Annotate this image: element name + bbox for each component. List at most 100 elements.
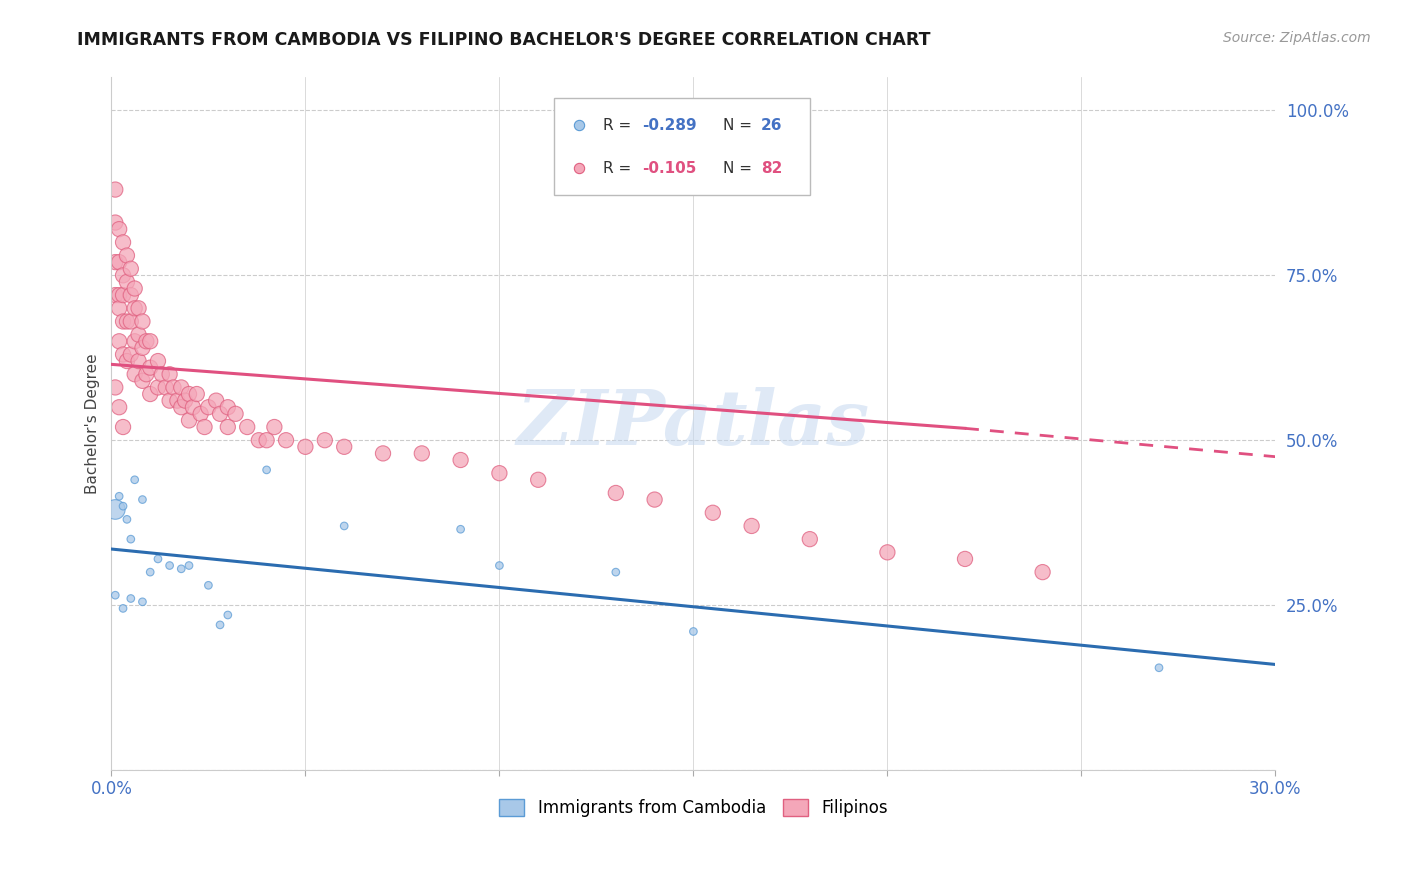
Point [197, 578, 219, 592]
Point [197, 401, 219, 415]
Point [120, 314, 142, 328]
Point [115, 354, 138, 368]
Point [953, 552, 976, 566]
Point [108, 489, 131, 503]
Point [155, 380, 177, 394]
Point [333, 519, 356, 533]
Point [112, 235, 135, 250]
Point [162, 380, 184, 394]
Point [181, 401, 204, 415]
Point [135, 368, 157, 382]
Point [139, 387, 162, 401]
Point [104, 255, 127, 269]
Point [131, 595, 153, 609]
Point [112, 314, 135, 328]
Point [128, 354, 150, 368]
Text: R =: R = [603, 118, 636, 133]
Point [209, 618, 232, 632]
Point [799, 532, 821, 546]
Point [247, 434, 270, 448]
Point [488, 558, 510, 573]
Point [108, 401, 131, 415]
Text: N =: N = [723, 118, 756, 133]
Point [294, 440, 316, 454]
Point [186, 387, 208, 401]
Point [146, 552, 169, 566]
Point [139, 360, 162, 375]
Point [159, 558, 181, 573]
Point [209, 407, 232, 421]
Point [159, 393, 181, 408]
Point [104, 183, 127, 197]
Point [124, 301, 146, 316]
Point [131, 374, 153, 388]
Point [314, 434, 336, 448]
Point [104, 380, 127, 394]
Point [193, 420, 215, 434]
Point [115, 248, 138, 262]
Point [217, 607, 239, 622]
Point [190, 407, 212, 421]
Point [177, 558, 200, 573]
Point [702, 506, 724, 520]
Point [112, 288, 135, 302]
Point [104, 288, 127, 302]
Text: N =: N = [723, 161, 756, 176]
Point [108, 301, 131, 316]
Point [139, 334, 162, 349]
Point [108, 334, 131, 349]
Point [371, 446, 394, 460]
Point [128, 327, 150, 342]
Point [131, 492, 153, 507]
Point [170, 562, 193, 576]
Point [112, 268, 135, 283]
Point [139, 565, 162, 579]
Point [124, 281, 146, 295]
Point [112, 420, 135, 434]
Point [217, 401, 239, 415]
Point [146, 380, 169, 394]
Point [128, 301, 150, 316]
Point [256, 463, 278, 477]
Point [527, 473, 550, 487]
Point [411, 446, 433, 460]
Point [131, 314, 153, 328]
Legend: Immigrants from Cambodia, Filipinos: Immigrants from Cambodia, Filipinos [492, 792, 894, 824]
Point [104, 215, 127, 229]
Point [120, 532, 142, 546]
FancyBboxPatch shape [554, 98, 810, 195]
Y-axis label: Bachelor's Degree: Bachelor's Degree [86, 353, 100, 494]
Text: -0.105: -0.105 [643, 161, 696, 176]
Point [170, 401, 193, 415]
Point [112, 347, 135, 361]
Text: IMMIGRANTS FROM CAMBODIA VS FILIPINO BACHELOR'S DEGREE CORRELATION CHART: IMMIGRANTS FROM CAMBODIA VS FILIPINO BAC… [77, 31, 931, 49]
Text: ZIPatlas: ZIPatlas [517, 387, 870, 461]
Point [108, 222, 131, 236]
Point [112, 601, 135, 615]
Point [450, 522, 472, 536]
Point [644, 492, 666, 507]
Point [256, 434, 278, 448]
Point [120, 591, 142, 606]
Point [124, 368, 146, 382]
Point [150, 368, 173, 382]
Point [108, 255, 131, 269]
Point [124, 334, 146, 349]
Point [108, 288, 131, 302]
Point [166, 393, 188, 408]
Text: 26: 26 [761, 118, 782, 133]
Point [115, 275, 138, 289]
Point [170, 380, 193, 394]
Point [236, 420, 259, 434]
Point [741, 519, 763, 533]
Point [205, 393, 228, 408]
Point [1032, 565, 1054, 579]
Point [605, 486, 627, 500]
Point [217, 420, 239, 434]
Point [120, 288, 142, 302]
Point [104, 588, 127, 602]
Point [333, 440, 356, 454]
Point [1147, 661, 1170, 675]
Point [115, 512, 138, 526]
Point [177, 413, 200, 427]
